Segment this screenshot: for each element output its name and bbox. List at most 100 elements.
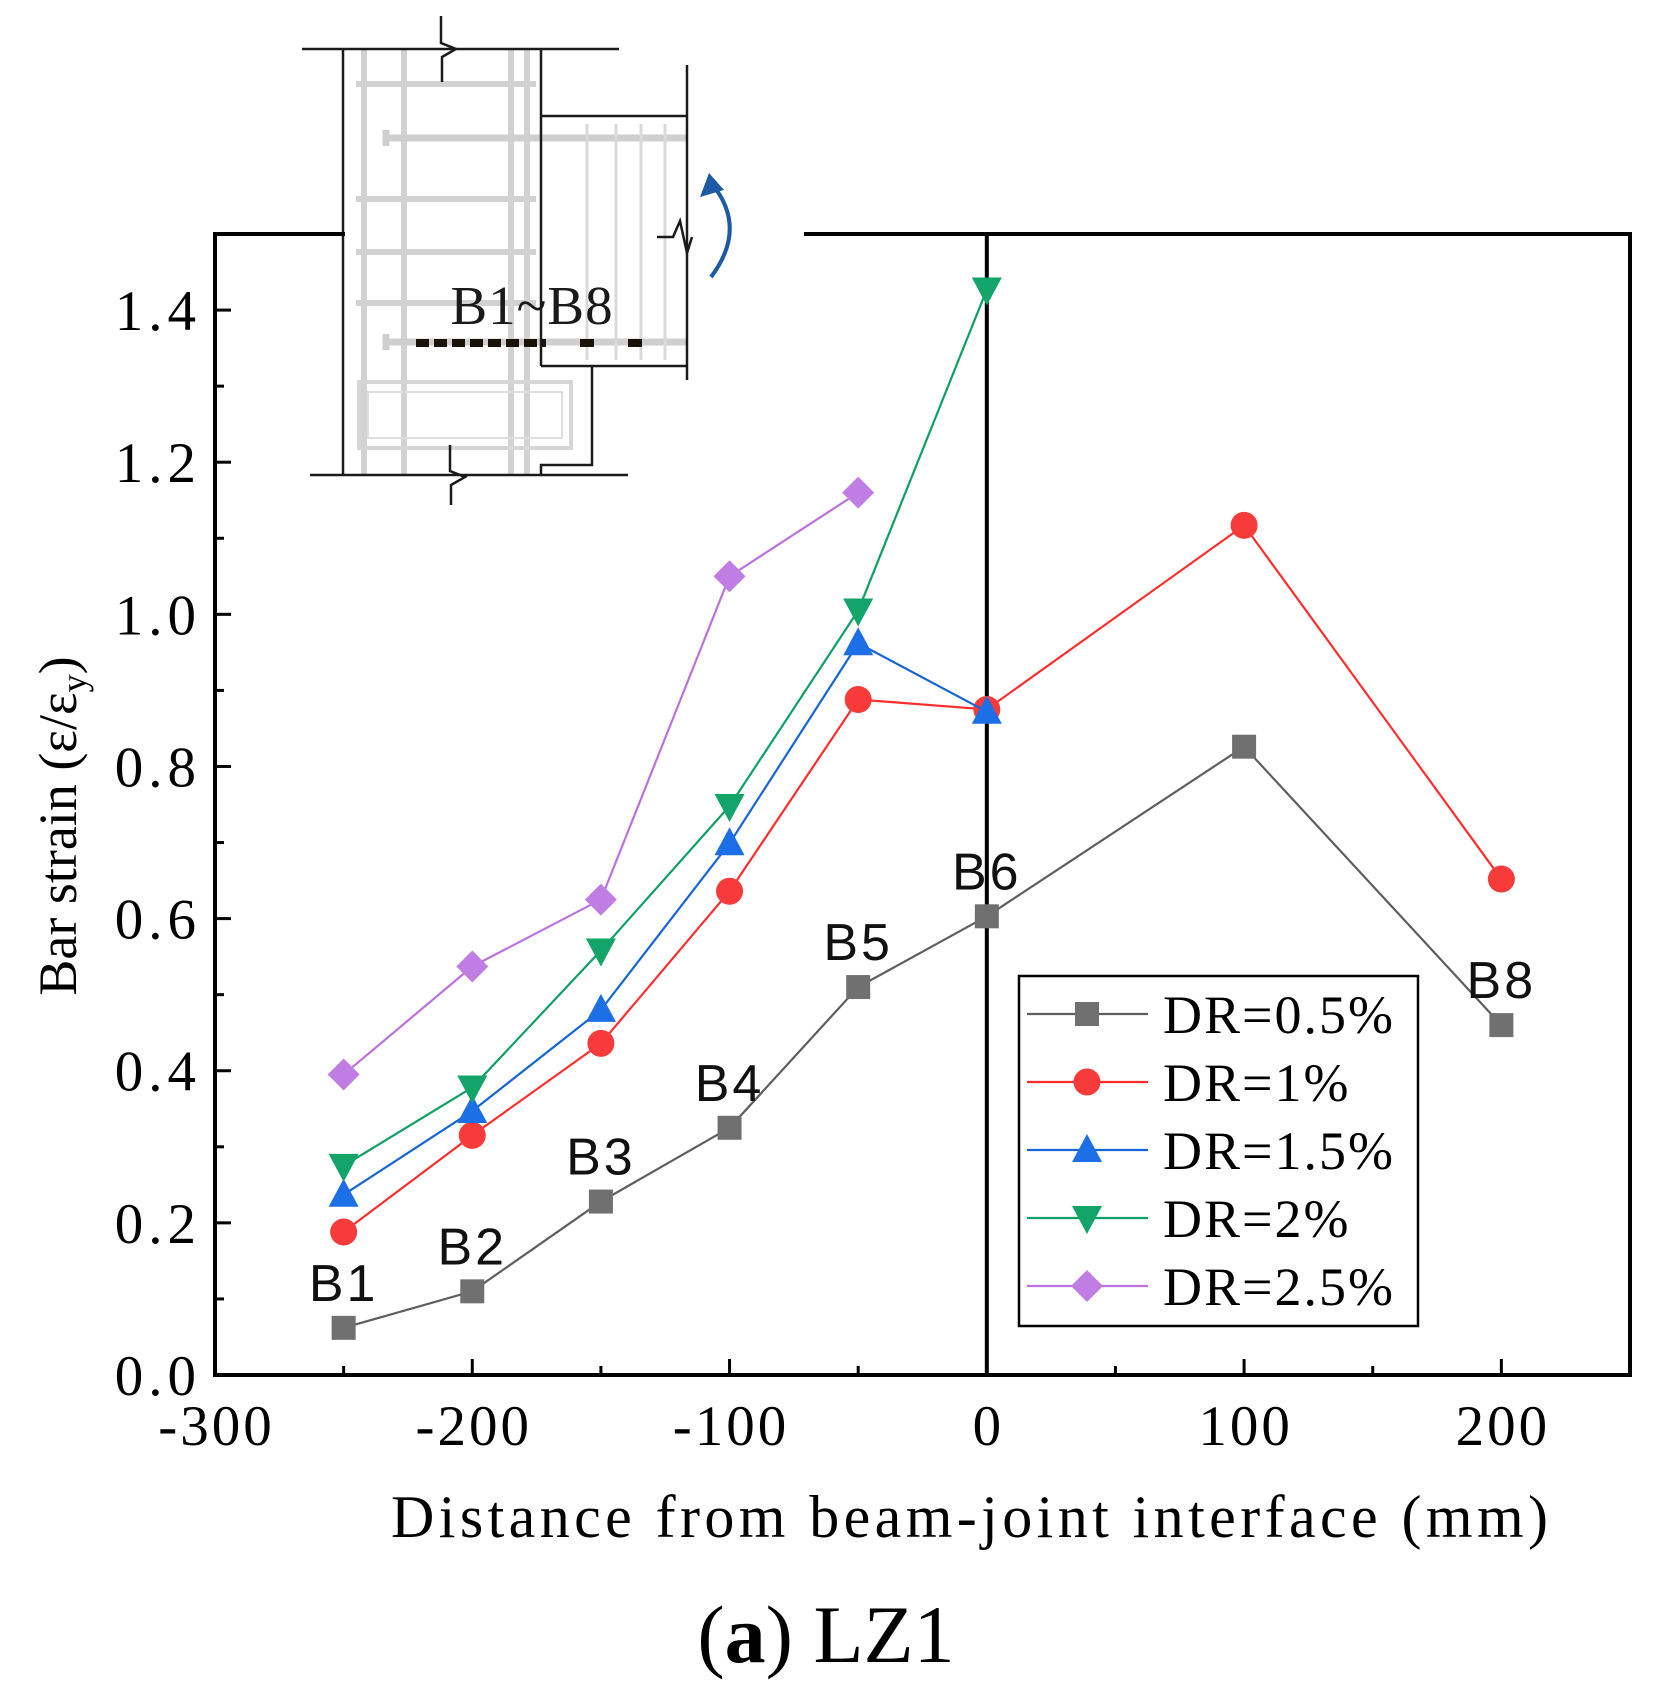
- y-tick-label: 0.0: [115, 1345, 201, 1408]
- point-labels: B1 B2 B3 B4 B5 B6 B8: [309, 843, 1537, 1313]
- point-label: B3: [566, 1129, 636, 1187]
- point-label: B8: [1467, 952, 1537, 1010]
- data-series: [327, 277, 1515, 1340]
- gauge-label: B1~B8: [450, 275, 613, 336]
- legend-label: DR=1.5%: [1163, 1121, 1395, 1181]
- data-point-marker: [714, 794, 745, 823]
- legend-entry: DR=1.5%: [1027, 1121, 1395, 1181]
- x-tick-label: -200: [416, 1395, 532, 1458]
- data-point-marker: [843, 627, 874, 656]
- data-point-marker: [1230, 511, 1258, 539]
- x-axis-title: Distance from beam-joint interface (mm): [391, 1484, 1548, 1550]
- corbel-rebar-outer: [357, 380, 573, 450]
- data-point-marker: [585, 938, 616, 967]
- data-point-marker: [1232, 734, 1257, 759]
- series-line: [342, 524, 1503, 1233]
- point-label: B4: [695, 1055, 765, 1113]
- y-axis-title-subscript: y: [54, 674, 94, 692]
- legend: DR=0.5% DR=1% DR=1.5% DR=2% DR=2.5%: [1017, 974, 1420, 1328]
- x-tick-label: 100: [1198, 1395, 1293, 1458]
- axis-ticks: [215, 308, 1503, 1375]
- figure-caption: (a) LZ1: [697, 1589, 954, 1680]
- corbel-outline: [539, 366, 594, 475]
- data-point-marker: [713, 560, 746, 593]
- beam-break-symbol: [657, 216, 694, 258]
- series-dr-1-5-: [328, 627, 1002, 1207]
- data-point-marker: [457, 1075, 488, 1104]
- data-point-marker: [457, 1095, 488, 1124]
- rotation-arrow-shaft: [709, 182, 732, 279]
- rotation-arrow-icon: [700, 173, 732, 279]
- y-axis-title-main: Bar strain (ε/ε: [28, 692, 88, 995]
- legend-entry: DR=2%: [1027, 1189, 1350, 1249]
- legend-entry: DR=1%: [1027, 1053, 1350, 1113]
- data-point-marker: [587, 1029, 615, 1057]
- legend-marker: [1072, 1134, 1102, 1162]
- y-tick-label: 0.4: [115, 1041, 201, 1104]
- legend-marker: [1072, 1206, 1102, 1234]
- y-tick-label: 0.8: [115, 736, 201, 799]
- series-line: [343, 289, 988, 1167]
- data-point-marker: [974, 904, 999, 929]
- data-point-marker: [460, 1279, 485, 1304]
- series-dr-2-: [328, 277, 1002, 1182]
- legend-marker: [1071, 1270, 1103, 1302]
- rotation-arrow-head: [700, 173, 724, 197]
- point-label: B1: [309, 1255, 379, 1313]
- legend-label: DR=1%: [1163, 1053, 1350, 1113]
- point-label: B2: [437, 1218, 507, 1276]
- plot-frame: [213, 232, 1632, 1377]
- data-point-marker: [328, 1153, 359, 1182]
- data-point-marker: [330, 1218, 358, 1246]
- y-tick-label: 1.4: [115, 280, 201, 343]
- data-point-marker: [716, 877, 744, 905]
- series-line: [343, 642, 988, 1196]
- y-axis-title: Bar strain (ε/εy): [28, 656, 94, 995]
- data-point-marker: [846, 975, 871, 1000]
- legend-label: DR=0.5%: [1163, 985, 1395, 1045]
- series-line: [343, 745, 1503, 1329]
- data-point-marker: [843, 598, 874, 627]
- series-dr-0-5-: [331, 734, 1514, 1340]
- top-break-symbol: [439, 16, 459, 82]
- y-axis-title-close: ): [28, 656, 88, 674]
- series-dr-1-: [330, 511, 1515, 1246]
- data-point-marker: [971, 695, 1002, 724]
- data-point-marker: [331, 1315, 356, 1340]
- data-point-marker: [585, 993, 616, 1022]
- data-point-marker: [584, 883, 617, 916]
- legend-marker: [1075, 1002, 1099, 1026]
- tick-labels: 0.0 0.2 0.4 0.6 0.8 1.0 1.2 1.4 -300 -200 -100 0 100…: [115, 280, 1551, 1458]
- point-label: B5: [823, 914, 893, 972]
- y-tick-label: 1.2: [115, 432, 201, 495]
- data-point-marker: [456, 950, 489, 983]
- y-tick-label: 0.6: [115, 889, 201, 952]
- caption-panel-letter: a: [725, 1589, 766, 1680]
- legend-entry: DR=2.5%: [1027, 1257, 1393, 1317]
- data-point-marker: [1489, 1013, 1514, 1038]
- series-dr-2-5-: [327, 476, 875, 1091]
- x-tick-label: 200: [1456, 1395, 1551, 1458]
- x-tick-label: -300: [158, 1395, 274, 1458]
- data-point-marker: [714, 827, 745, 856]
- bottom-break-symbol: [448, 445, 468, 505]
- y-tick-label: 1.0: [115, 584, 201, 647]
- data-point-marker: [971, 277, 1002, 306]
- corbel-rebar-inner: [367, 391, 563, 439]
- data-point-marker: [1487, 865, 1515, 893]
- y-tick-label: 0.2: [115, 1193, 201, 1256]
- caption-specimen: ) LZ1: [766, 1589, 955, 1680]
- data-point-marker: [717, 1115, 742, 1140]
- legend-label: DR=2%: [1163, 1189, 1350, 1249]
- member-outline: [302, 16, 694, 505]
- legend-marker: [1073, 1068, 1101, 1096]
- x-tick-label: 0: [973, 1395, 1005, 1458]
- joint-schematic-inset: B1~B8: [302, 16, 732, 505]
- data-point-marker: [842, 476, 875, 509]
- point-label: B6: [952, 843, 1022, 901]
- data-point-marker: [588, 1189, 613, 1214]
- x-tick-label: -100: [673, 1395, 789, 1458]
- data-point-marker: [458, 1121, 486, 1149]
